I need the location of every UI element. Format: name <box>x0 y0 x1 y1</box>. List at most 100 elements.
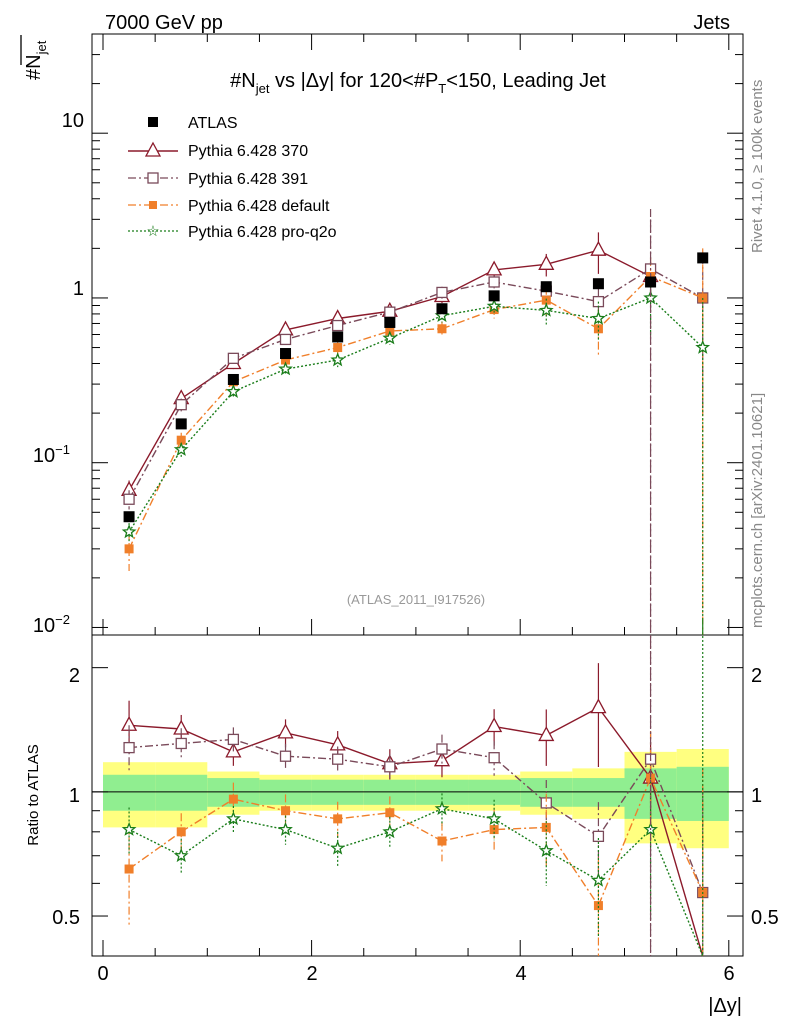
series-pythia-6-428-370-ratio-point <box>538 726 555 742</box>
series-pythia-6-428-pro-q2o-point <box>226 383 241 398</box>
series-pythia-6-428-391-ratio-line <box>129 738 704 893</box>
series-atlas-point <box>175 418 187 430</box>
series-pythia-6-428-370-ratio-point <box>433 751 451 767</box>
ytick-label-1em2: 10−2 <box>33 612 70 637</box>
series-pythia-6-428-pro-q2o-ratio-point <box>226 811 241 826</box>
legend-marker-default <box>149 201 157 209</box>
series-pythia-6-428-370-point <box>486 260 503 276</box>
series-pythia-6-428-pro-q2o-ratio-point <box>538 842 554 858</box>
series-pythia-6-428-default-point <box>124 544 134 554</box>
legend-marker-q2o: ☆ <box>146 223 159 240</box>
ratio-ytick-left-1: 1 <box>69 785 80 807</box>
series-pythia-6-428-391-point <box>332 319 344 332</box>
ylabel-prefix: # <box>23 68 45 80</box>
legend-label-default: Pythia 6.428 default <box>188 198 330 215</box>
band-inner <box>103 774 156 811</box>
ratio-panel-frame <box>91 634 744 957</box>
series-pythia-6-428-pro-q2o-point <box>695 339 711 354</box>
series-pythia-6-428-pro-q2o-ratio-point <box>486 811 502 826</box>
ratio-ytick-left-05: 0.5 <box>52 907 80 929</box>
legend-label-391: Pythia 6.428 391 <box>188 171 308 188</box>
series-pythia-6-428-391-ratio-point <box>279 750 292 762</box>
series-atlas-point <box>280 348 292 360</box>
title-nsub: jet <box>255 81 270 96</box>
series-pythia-6-428-default-ratio-point <box>437 836 447 846</box>
series-pythia-6-428-default-line <box>128 275 703 550</box>
series-pythia-6-428-370-ratio-point <box>277 723 294 739</box>
band-inner <box>155 774 208 811</box>
header-left: 7000 GeV pp <box>105 12 223 34</box>
series-pythia-6-428-pro-q2o-point <box>330 352 346 367</box>
watermark: (ATLAS_2011_I917526) <box>347 592 485 607</box>
svg-text:#Njet: #Njet <box>23 40 49 80</box>
series-pythia-6-428-default-ratio-line <box>128 776 704 908</box>
series-atlas-point <box>332 331 344 343</box>
series-pythia-6-428-default-point <box>437 324 447 334</box>
ytick-1em2-base: 10 <box>33 615 55 637</box>
title-suffix: <150, Leading Jet <box>446 70 606 92</box>
ratio-y-label: Ratio to ATLAS <box>25 744 42 845</box>
header-right: Jets <box>693 12 730 34</box>
series-atlas-point <box>540 281 552 293</box>
series-pythia-6-428-pro-q2o-point <box>382 330 398 345</box>
series-pythia-6-428-pro-q2o-point <box>173 441 189 456</box>
legend-label-atlas: ATLAS <box>188 115 238 132</box>
ratio-ytick-right-1: 1 <box>751 785 762 807</box>
series-pythia-6-428-391-point <box>436 286 448 299</box>
legend-marker-391 <box>147 172 159 184</box>
series-pythia-6-428-370-ratio-point <box>590 698 607 714</box>
series-pythia-6-428-391-ratio-point <box>488 752 500 764</box>
series-pythia-6-428-391-point <box>123 493 135 505</box>
series-pythia-6-428-391-point <box>175 399 187 411</box>
series-pythia-6-428-pro-q2o-ratio-point <box>434 800 450 816</box>
series-pythia-6-428-391-point <box>279 333 292 346</box>
legend-label-q2o: Pythia 6.428 pro-q2o <box>188 224 337 241</box>
ratio-ytick-right-05: 0.5 <box>751 907 779 929</box>
series-pythia-6-428-391-ratio-point <box>384 761 396 773</box>
side-text-top: Rivet 4.1.0, ≥ 100k events <box>749 80 766 253</box>
title-p: P <box>425 70 438 92</box>
series-pythia-6-428-default-point <box>593 324 603 334</box>
y-axis-label: #Njet <box>20 35 49 80</box>
series-pythia-6-428-default-ratio-point <box>176 827 186 837</box>
series-pythia-6-428-391-point <box>384 306 396 318</box>
series-pythia-6-428-pro-q2o-point <box>278 361 293 376</box>
series-atlas-point <box>697 252 709 264</box>
series-pythia-6-428-pro-q2o-ratio-point <box>173 847 189 863</box>
series-atlas-point <box>384 316 396 328</box>
series-pythia-6-428-pro-q2o-point <box>590 310 606 325</box>
series-pythia-6-428-default-ratio-point <box>385 808 395 818</box>
series-atlas-point <box>592 278 604 290</box>
legend-marker-atlas <box>148 117 158 127</box>
series-pythia-6-428-default-ratio-point <box>333 814 343 824</box>
xtick-label-0: 0 <box>97 963 108 985</box>
series-atlas-point <box>645 276 657 288</box>
ratio-ytick-right-2: 2 <box>751 665 762 687</box>
ytick-label-1e0: 1 <box>73 278 84 300</box>
series-pythia-6-428-391-line <box>128 268 704 500</box>
title-mid: vs |Δy| for 120<# <box>269 70 425 92</box>
series-pythia-6-428-391-ratio-point <box>123 741 135 754</box>
series-pythia-6-428-pro-q2o-point <box>538 302 554 317</box>
side-text-bottom: mcplots.cern.ch [arXiv:2401.10621] <box>749 393 766 628</box>
series-pythia-6-428-391-ratio-point <box>592 830 605 843</box>
title-psub: T <box>438 81 446 96</box>
title-n: N <box>241 70 255 92</box>
series-atlas-point <box>488 290 500 302</box>
ytick-1em1-base: 10 <box>33 445 55 467</box>
series-pythia-6-428-default-point <box>333 343 343 353</box>
series-pythia-6-428-default-ratio-point <box>541 822 551 832</box>
legend-marker-370 <box>144 141 162 157</box>
plot-title: #Njet vs |Δy| for 120<#PT<150, Leading J… <box>230 70 606 96</box>
xtick-label-2: 2 <box>306 963 317 985</box>
x-axis-label: |Δy| <box>708 995 742 1017</box>
ylabel-n: N <box>23 54 45 68</box>
series-pythia-6-428-391-ratio-point <box>175 737 187 750</box>
series-atlas-point <box>123 511 135 523</box>
series-pythia-6-428-391-ratio-point <box>227 733 240 746</box>
series-pythia-6-428-default-point <box>176 435 186 445</box>
ylabel-sub: jet <box>34 40 49 55</box>
xtick-label-4: 4 <box>515 963 526 985</box>
series-pythia-6-428-370-line <box>128 249 651 491</box>
